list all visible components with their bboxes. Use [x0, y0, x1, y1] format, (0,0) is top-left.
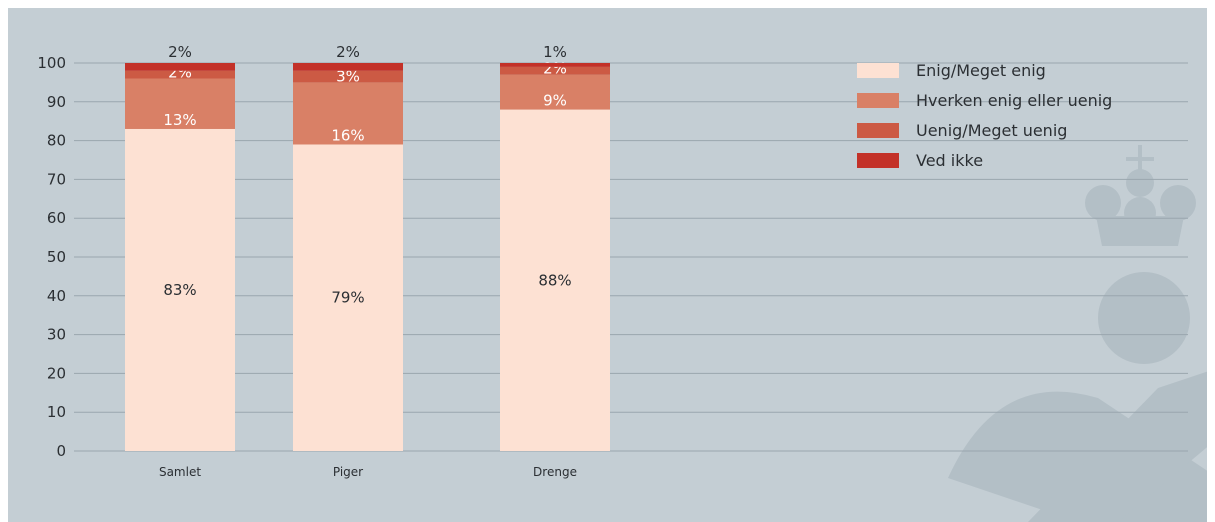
y-tick-label: 80: [47, 132, 66, 150]
data-label: 2%: [168, 43, 192, 61]
legend-swatch: [857, 63, 899, 78]
data-label: 2%: [543, 60, 567, 78]
bar-segment: [293, 63, 403, 71]
y-tick-label: 90: [47, 93, 66, 111]
x-axis-categories: Samlet Piger Drenge: [159, 465, 577, 479]
y-axis-ticks: 0 10 20 30 40 50 60 70 80 90 100: [37, 54, 66, 460]
data-label: 1%: [543, 43, 567, 61]
y-tick-label: 10: [47, 403, 66, 421]
chart-panel: 0 10 20 30 40 50 60 70 80 90 100 83% 13% 2% 2% 79% 16% 3…: [8, 8, 1207, 522]
y-tick-label: 70: [47, 170, 66, 188]
gridlines: [74, 62, 1188, 452]
legend-label: Hverken enig eller uenig: [916, 91, 1112, 110]
crown-emblem-icon: [948, 145, 1207, 522]
bar-segment: [500, 109, 610, 451]
x-category-label: Samlet: [159, 465, 201, 479]
legend-swatch: [857, 153, 899, 168]
legend-swatch: [857, 93, 899, 108]
bar-segment: [125, 70, 235, 79]
y-tick-label: 0: [56, 442, 66, 460]
y-tick-label: 30: [47, 326, 66, 344]
data-label: 79%: [331, 289, 364, 307]
x-category-label: Piger: [333, 465, 363, 479]
bar-segment: [125, 63, 235, 71]
y-tick-label: 60: [47, 209, 66, 227]
legend-swatch: [857, 123, 899, 138]
data-label: 3%: [336, 67, 360, 85]
bar-segment: [500, 66, 610, 75]
data-label: 88%: [538, 271, 571, 289]
bar-segment: [125, 128, 235, 451]
data-label: 9%: [543, 92, 567, 110]
stacked-bar-chart: 0 10 20 30 40 50 60 70 80 90 100 83% 13% 2% 2% 79% 16% 3…: [37, 43, 1207, 522]
y-tick-label: 50: [47, 248, 66, 266]
bar-segment: [293, 70, 403, 83]
data-label: 16%: [331, 126, 364, 144]
x-category-label: Drenge: [533, 465, 577, 479]
y-tick-label: 20: [47, 364, 66, 382]
data-label: 13%: [163, 111, 196, 129]
legend: Enig/Meget enig Hverken enig eller uenig U…: [857, 61, 1112, 170]
data-label: 2%: [336, 43, 360, 61]
bars: 83%13%2%2%79%16%3%2%88%9%2%1%: [125, 43, 610, 452]
bar-segment: [293, 82, 403, 145]
data-label: 83%: [163, 281, 196, 299]
bar-segment: [500, 74, 610, 110]
bar-segment: [500, 63, 610, 67]
bar-segment: [293, 144, 403, 452]
legend-label: Ved ikke: [916, 151, 983, 170]
y-tick-label: 100: [37, 54, 66, 72]
legend-label: Uenig/Meget uenig: [916, 121, 1067, 140]
y-tick-label: 40: [47, 287, 66, 305]
bar-segment: [125, 78, 235, 129]
legend-label: Enig/Meget enig: [916, 61, 1046, 80]
